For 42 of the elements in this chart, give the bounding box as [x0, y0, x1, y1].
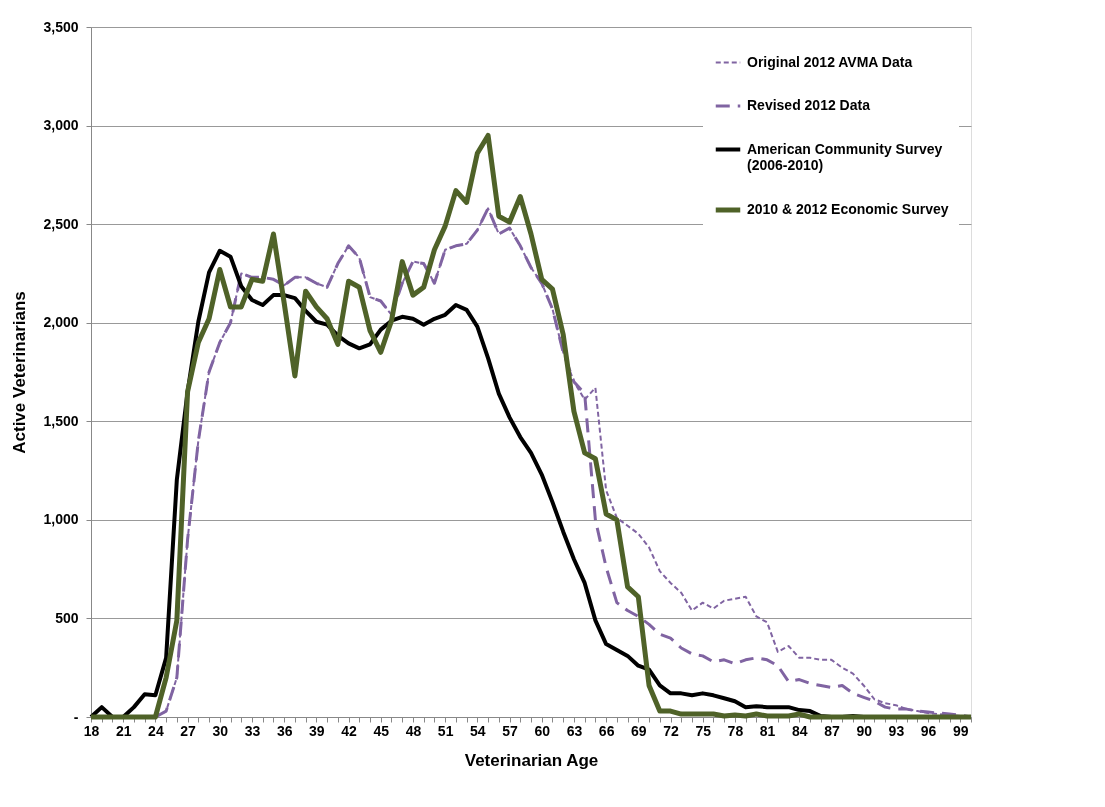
y-tick-label: 500 — [55, 609, 79, 626]
x-tick-label: 48 — [405, 722, 422, 739]
x-tick-label: 66 — [598, 722, 615, 739]
x-tick-label: 78 — [727, 722, 744, 739]
x-tick-label: 81 — [759, 722, 776, 739]
x-tick-label: 42 — [341, 722, 358, 739]
x-tick-label: 21 — [115, 722, 132, 739]
x-tick-label: 18 — [83, 722, 100, 739]
x-tick-label: 84 — [792, 722, 808, 739]
y-tick-label: - — [73, 708, 79, 725]
x-tick-label: 51 — [437, 722, 454, 739]
y-tick-label: 1,500 — [43, 412, 79, 429]
x-tick-label: 99 — [952, 722, 969, 739]
x-tick-label: 96 — [920, 722, 937, 739]
x-tick-label: 75 — [695, 722, 712, 739]
x-tick-label: 57 — [502, 722, 519, 739]
x-tick-label: 45 — [373, 722, 390, 739]
x-tick-label: 27 — [180, 722, 197, 739]
x-tick-label: 36 — [276, 722, 293, 739]
x-tick-label: 39 — [309, 722, 325, 739]
legend-label: Revised 2012 Data — [747, 97, 871, 113]
x-axis-title: Veterinarian Age — [464, 750, 599, 770]
y-tick-label: 3,000 — [43, 117, 79, 134]
x-tick-label: 30 — [212, 722, 229, 739]
x-tick-label: 69 — [631, 722, 647, 739]
x-tick-label: 33 — [244, 722, 261, 739]
x-tick-label: 90 — [856, 722, 873, 739]
x-tick-label: 60 — [534, 722, 551, 739]
x-tick-label: 72 — [663, 722, 680, 739]
x-tick-label: 54 — [470, 722, 486, 739]
legend-label: Original 2012 AVMA Data — [747, 53, 913, 70]
x-tick-label: 63 — [566, 722, 583, 739]
x-tick-label: 87 — [824, 722, 840, 739]
x-tick-label: 24 — [148, 722, 164, 739]
y-tick-label: 3,500 — [43, 18, 79, 35]
y-axis-title: Active Veterinarians — [10, 291, 30, 454]
y-tick-label: 2,500 — [43, 215, 79, 232]
legend-label: 2010 & 2012 Economic Survey — [747, 201, 949, 217]
x-tick-label: 93 — [888, 722, 905, 739]
y-tick-label: 2,000 — [43, 314, 79, 331]
legend-label: American Community Survey (2006-2010) — [747, 140, 943, 173]
y-tick-label: 1,000 — [43, 511, 79, 528]
